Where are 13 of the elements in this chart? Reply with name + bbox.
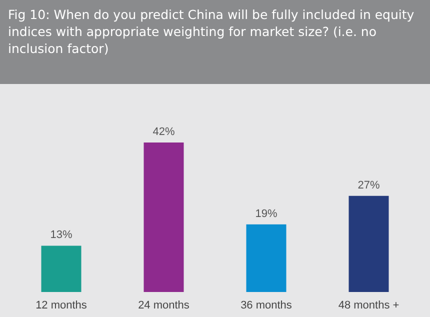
data-label: 27% — [358, 179, 380, 192]
data-label: 13% — [50, 229, 72, 242]
x-tick-label: 12 months — [36, 300, 88, 312]
x-tick-label: 36 months — [240, 300, 292, 312]
bar — [246, 224, 286, 292]
data-label: 19% — [255, 208, 278, 220]
x-tick-label: 48 months + — [338, 300, 400, 312]
chart-title: Fig 10: When do you predict China will be fully included in equity indices with appropriate weighting for market size? (i.e. no inclusion factor) — [0, 0, 430, 84]
x-tick-label: 24 months — [138, 300, 190, 312]
bar — [348, 196, 389, 292]
data-label: 42% — [152, 126, 175, 138]
bar — [144, 142, 184, 292]
bar — [41, 246, 82, 292]
